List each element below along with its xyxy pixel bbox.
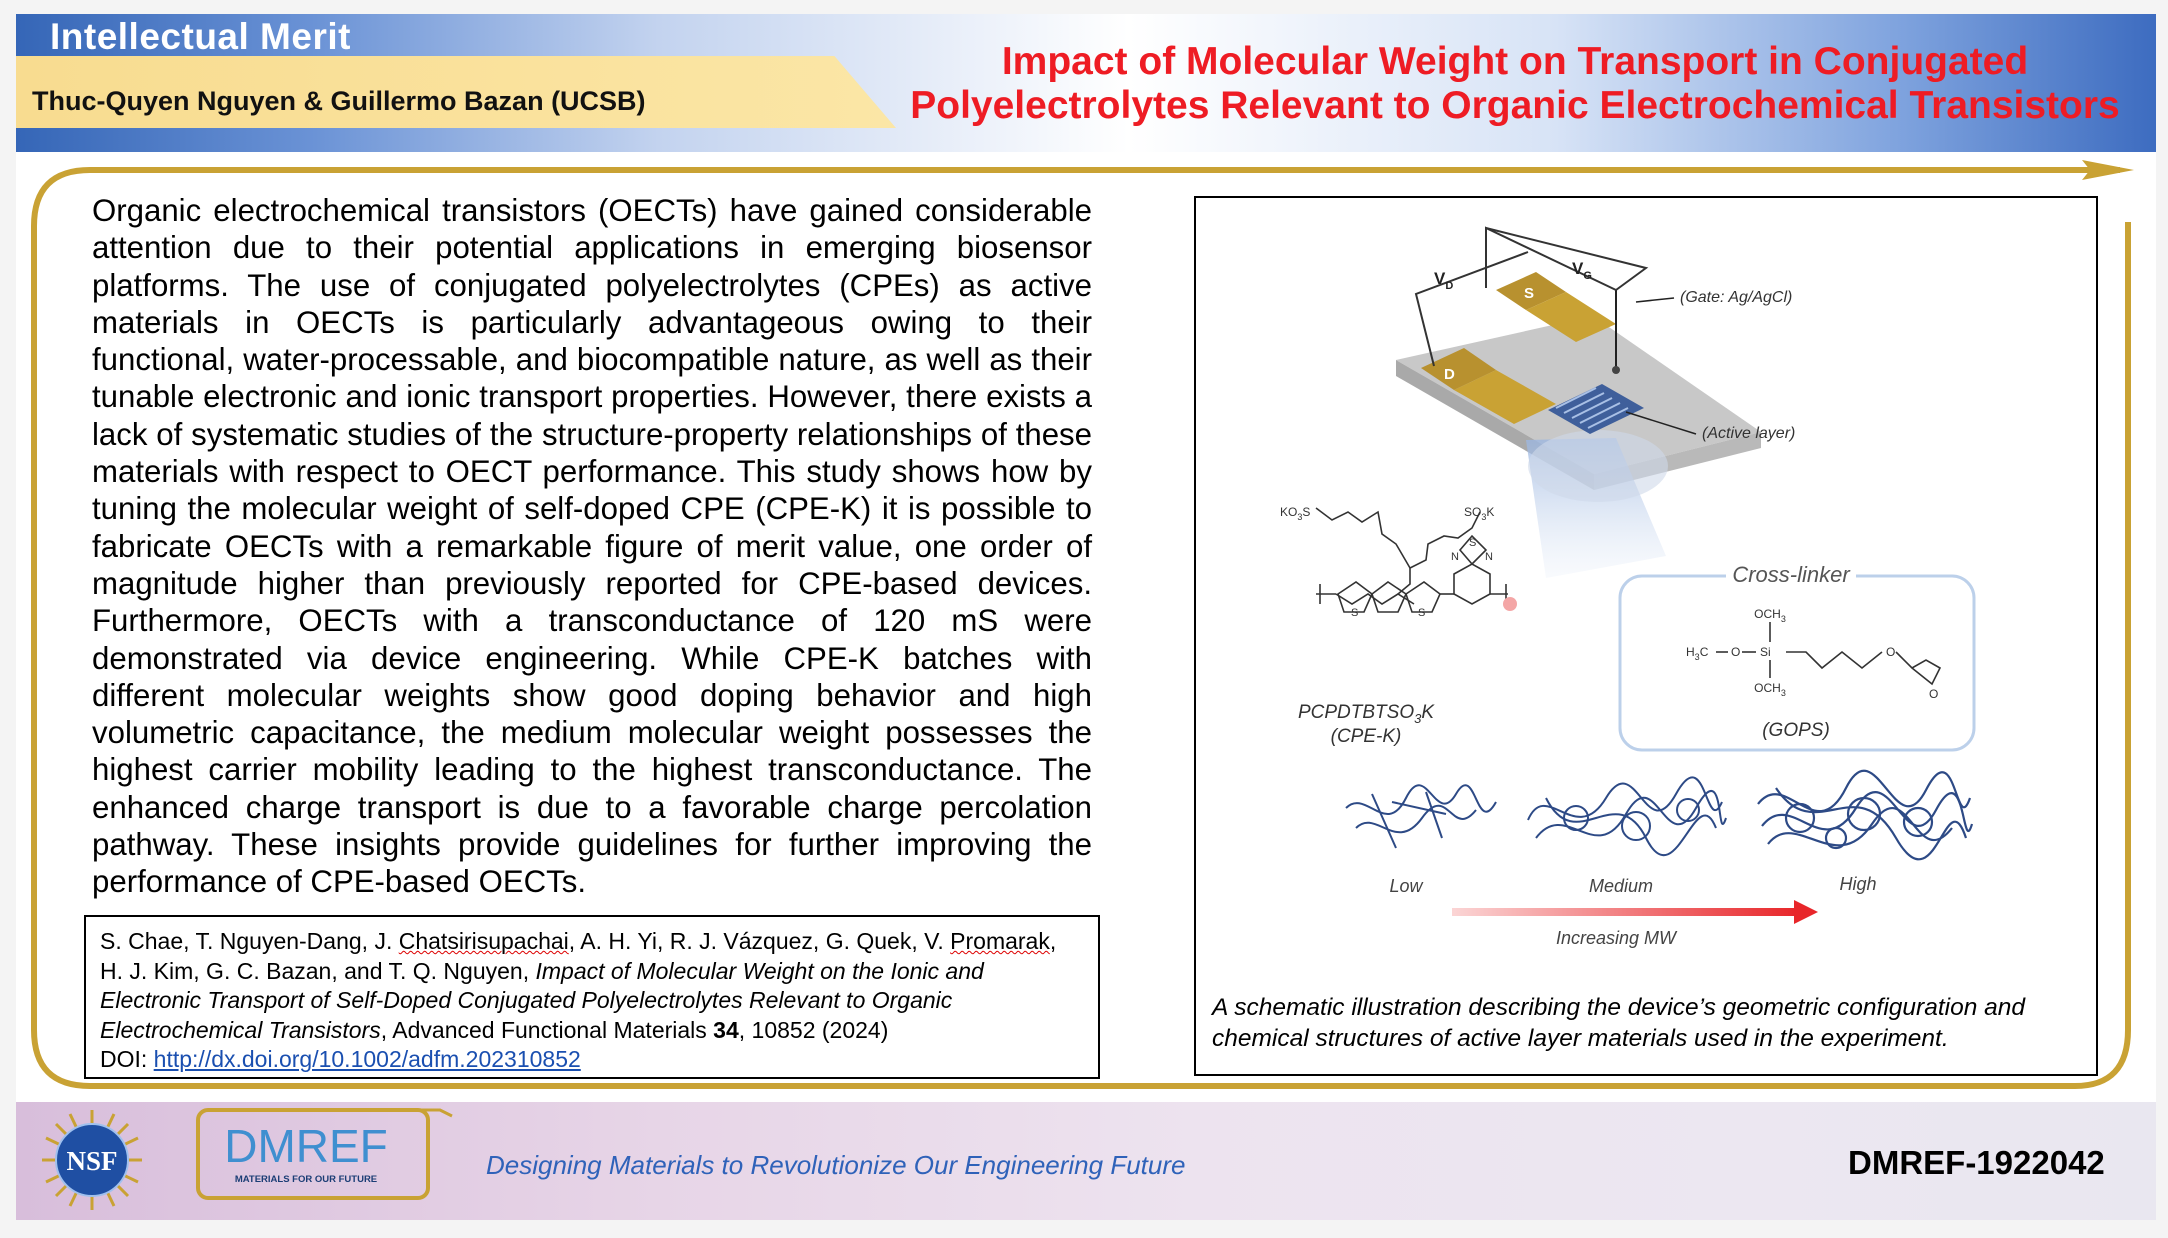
mw-low: Low bbox=[1389, 876, 1423, 896]
atom-o-1: O bbox=[1731, 645, 1740, 659]
och3-bottom: OCH3 bbox=[1754, 681, 1786, 698]
mw-axis-label: Increasing MW bbox=[1556, 928, 1678, 948]
vd-label: VD bbox=[1434, 269, 1453, 292]
crosslinker-title-bg bbox=[1726, 566, 1856, 586]
d-label: D bbox=[1444, 366, 1455, 383]
abstract-text: Organic electrochemical transistors (OEC… bbox=[92, 193, 1092, 900]
vg-label: VG bbox=[1572, 259, 1592, 282]
drain-lead bbox=[1454, 370, 1556, 424]
citation-journal: , Advanced Functional Materials bbox=[380, 1016, 714, 1043]
mw-high: High bbox=[1839, 874, 1876, 894]
gops-label: (GOPS) bbox=[1762, 720, 1830, 741]
vg-wire bbox=[1485, 226, 1617, 291]
slide-title: Impact of Molecular Weight on Transport … bbox=[880, 40, 2150, 128]
low-mw-chains bbox=[1345, 784, 1497, 849]
gate-tip bbox=[1612, 366, 1620, 374]
citation-volume: 34 bbox=[713, 1016, 739, 1043]
citation-authors-d: Promarak bbox=[950, 928, 1050, 954]
vg-wire-2 bbox=[1485, 227, 1649, 291]
citation-pages: , 10852 (2024) bbox=[738, 1016, 889, 1043]
source-pad bbox=[1496, 272, 1566, 310]
citation-authors-e: , H. J. Kim, G. C. Bazan, and T. Q. Nguy… bbox=[100, 928, 1057, 984]
electrolyte-drop bbox=[1528, 430, 1668, 502]
gops-structure bbox=[1716, 622, 1942, 686]
vd-wire bbox=[1414, 251, 1529, 367]
dmref-subtext: MATERIALS FOR OUR FUTURE bbox=[235, 1174, 377, 1185]
citation-doi-label: DOI: bbox=[100, 1046, 154, 1073]
so3k-left: KO3S bbox=[1280, 505, 1310, 522]
mw-arrow-head bbox=[1794, 900, 1818, 924]
dmref-text: DMREF bbox=[224, 1120, 388, 1172]
citation-box: S. Chae, T. Nguyen-Dang, J. Chatsirisupa… bbox=[84, 915, 1100, 1079]
award-number: DMREF-1922042 bbox=[1848, 1144, 2105, 1181]
title-line-2: Polyelectrolytes Relevant to Organic Ele… bbox=[910, 84, 2120, 127]
section-label: Intellectual Merit bbox=[50, 16, 351, 57]
footer-tagline: Designing Materials to Revolutionize Our… bbox=[486, 1150, 1186, 1180]
atom-s-3: S bbox=[1469, 537, 1476, 549]
nsf-text: NSF bbox=[66, 1146, 117, 1176]
atom-o-2: O bbox=[1886, 645, 1895, 659]
figure-panel: D S VD VG (Gate: Ag/AgCl) (Act bbox=[1194, 196, 2098, 1076]
title-line-1: Impact of Molecular Weight on Transport … bbox=[1001, 40, 2029, 83]
authors: Thuc-Quyen Nguyen & Guillermo Bazan (UCS… bbox=[32, 86, 646, 116]
active-layer bbox=[1548, 384, 1644, 434]
citation-authors-b: Chatsirisupachai bbox=[398, 928, 569, 954]
citation-paper-title: Impact of Molecular Weight on the Ionic … bbox=[100, 957, 984, 1043]
dmref-logo: DMREF MATERIALS FOR OUR FUTURE bbox=[196, 1108, 453, 1200]
atom-si: Si bbox=[1760, 645, 1771, 659]
crosslinker-title: Cross-linker bbox=[1732, 562, 1851, 587]
cpe-k-structure bbox=[1315, 507, 1508, 613]
so3k-right: SO3K bbox=[1464, 505, 1494, 522]
active-callout: (Active layer) bbox=[1702, 425, 1795, 442]
atom-s-2: S bbox=[1418, 607, 1425, 619]
cpe-abbrev: (CPE-K) bbox=[1331, 726, 1402, 747]
end-group-marker bbox=[1503, 597, 1517, 611]
mw-medium: Medium bbox=[1589, 876, 1653, 896]
medium-mw-chains bbox=[1527, 776, 1727, 857]
atom-n-2: N bbox=[1485, 551, 1493, 563]
device-schematic: D S VD VG (Gate: Ag/AgCl) (Act bbox=[1280, 226, 1976, 948]
footer-band bbox=[16, 1102, 2156, 1220]
active-pointer bbox=[1625, 411, 1697, 435]
atom-o-3: O bbox=[1929, 687, 1938, 701]
mw-arrow-shaft bbox=[1452, 908, 1798, 916]
s-label: S bbox=[1524, 285, 1534, 302]
author-tab bbox=[16, 56, 896, 128]
atom-s-1: S bbox=[1351, 607, 1358, 619]
atom-n-1: N bbox=[1451, 551, 1459, 563]
source-lead bbox=[1526, 292, 1616, 342]
gate-pointer bbox=[1635, 297, 1675, 303]
h3c-label: H3C bbox=[1686, 645, 1709, 662]
citation-authors-a: S. Chae, T. Nguyen-Dang, J. bbox=[100, 928, 399, 954]
cpe-name: PCPDTBTSO3K bbox=[1298, 702, 1435, 726]
nsf-logo: NSF bbox=[42, 1110, 142, 1210]
doi-link[interactable]: http://dx.doi.org/10.1002/adfm.202310852 bbox=[153, 1046, 581, 1073]
citation-authors-c: , A. H. Yi, R. J. Vázquez, G. Quek, V. bbox=[568, 928, 951, 954]
och3-top: OCH3 bbox=[1754, 607, 1786, 624]
gate-callout: (Gate: Ag/AgCl) bbox=[1680, 289, 1792, 306]
drain-pad bbox=[1421, 348, 1496, 390]
high-mw-chains bbox=[1757, 769, 1974, 861]
figure-caption: A schematic illustration describing the … bbox=[1212, 994, 2026, 1052]
